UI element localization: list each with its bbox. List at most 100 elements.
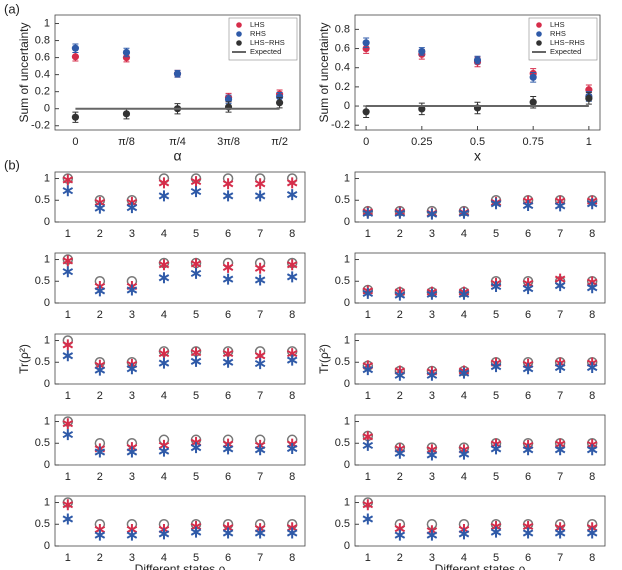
y-tick-label: 0.4 xyxy=(335,62,350,74)
y-tick-label: 1 xyxy=(344,172,350,184)
point xyxy=(418,105,426,113)
point xyxy=(122,53,131,62)
x-tick-label: 5 xyxy=(493,471,499,483)
y-axis-label: Sum of uncertainty xyxy=(17,22,31,122)
point xyxy=(522,363,534,375)
point xyxy=(554,444,566,456)
point xyxy=(554,527,566,539)
x-tick-label: 7 xyxy=(557,390,563,402)
point xyxy=(529,73,537,81)
point xyxy=(71,44,80,52)
point xyxy=(585,94,593,102)
legend-label: Expected xyxy=(550,47,581,56)
x-tick-label: 2 xyxy=(97,228,103,240)
point xyxy=(190,186,202,198)
point xyxy=(190,355,202,367)
point xyxy=(286,442,298,454)
point xyxy=(122,110,131,118)
legend-swatch xyxy=(536,31,542,37)
legend-label: Expected xyxy=(250,47,281,56)
point xyxy=(426,529,438,541)
x-tick-label: 4 xyxy=(461,471,467,483)
point xyxy=(190,526,202,538)
x-tick-label: 2 xyxy=(397,552,403,564)
point xyxy=(394,529,406,541)
x-tick-label: 6 xyxy=(525,390,531,402)
point xyxy=(94,285,106,297)
point xyxy=(126,284,138,296)
point xyxy=(190,176,202,188)
point xyxy=(490,280,502,292)
x-tick-label: 4 xyxy=(461,390,467,402)
y-tick-label: 1 xyxy=(344,496,350,508)
point xyxy=(394,447,406,459)
point xyxy=(426,449,438,461)
x-tick-label: 1 xyxy=(586,136,592,148)
x-tick-label: 1 xyxy=(365,471,371,483)
point xyxy=(222,178,234,190)
point xyxy=(158,190,170,202)
x-tick-label: 1 xyxy=(65,228,71,240)
point xyxy=(286,354,298,366)
point xyxy=(586,361,598,373)
x-tick-label: 6 xyxy=(225,228,231,240)
point xyxy=(126,529,138,541)
axes-frame xyxy=(54,333,306,385)
x-tick-label: 3 xyxy=(129,228,135,240)
point xyxy=(286,189,298,201)
point xyxy=(94,446,106,458)
x-tick-label: 2 xyxy=(397,390,403,402)
point xyxy=(62,350,74,362)
x-tick-label: π/4 xyxy=(169,136,186,148)
y-tick-label: 1 xyxy=(44,172,50,184)
y-tick-label: 0 xyxy=(44,378,50,390)
point xyxy=(62,499,74,511)
x-tick-label: 5 xyxy=(193,471,199,483)
point xyxy=(458,367,470,379)
y-tick-label: 0.5 xyxy=(335,356,350,368)
point xyxy=(554,361,566,373)
point xyxy=(458,448,470,460)
y-tick-label: 0 xyxy=(44,459,50,471)
point xyxy=(529,98,537,106)
y-tick-label: 0 xyxy=(344,378,350,390)
x-tick-label: 3 xyxy=(129,552,135,564)
y-tick-label: 1 xyxy=(44,496,50,508)
point xyxy=(158,177,170,189)
point xyxy=(394,207,406,219)
point xyxy=(62,185,74,197)
point xyxy=(362,364,374,376)
point xyxy=(458,528,470,540)
point xyxy=(158,348,170,360)
point xyxy=(426,369,438,381)
legend-label: RHS xyxy=(250,29,266,38)
x-tick-label: 7 xyxy=(557,471,563,483)
y-tick-label: 0.6 xyxy=(335,42,350,54)
point xyxy=(286,271,298,283)
y-tick-label: -0.2 xyxy=(31,120,50,132)
point xyxy=(522,444,534,456)
y-tick-label: 0.5 xyxy=(335,194,350,206)
x-tick-label: 7 xyxy=(257,309,263,321)
x-tick-label: 3 xyxy=(129,471,135,483)
x-tick-label: 5 xyxy=(193,228,199,240)
x-tick-label: 1 xyxy=(365,309,371,321)
point xyxy=(71,113,80,121)
axes-frame xyxy=(54,414,306,466)
x-tick-label: 4 xyxy=(461,228,467,240)
y-tick-label: 0.8 xyxy=(35,34,50,46)
x-tick-label: 2 xyxy=(397,471,403,483)
legend-swatch xyxy=(236,31,242,37)
x-tick-label: 3 xyxy=(429,309,435,321)
y-tick-label: 0.5 xyxy=(35,518,50,530)
x-tick-label: 6 xyxy=(225,471,231,483)
point xyxy=(222,273,234,285)
x-tick-label: 8 xyxy=(289,390,295,402)
y-tick-label: 0 xyxy=(344,297,350,309)
legend-swatch xyxy=(536,40,542,46)
x-tick-label: 5 xyxy=(493,390,499,402)
x-tick-label: 0.75 xyxy=(522,136,543,148)
y-tick-label: 1 xyxy=(344,415,350,427)
x-tick-label: 6 xyxy=(525,471,531,483)
